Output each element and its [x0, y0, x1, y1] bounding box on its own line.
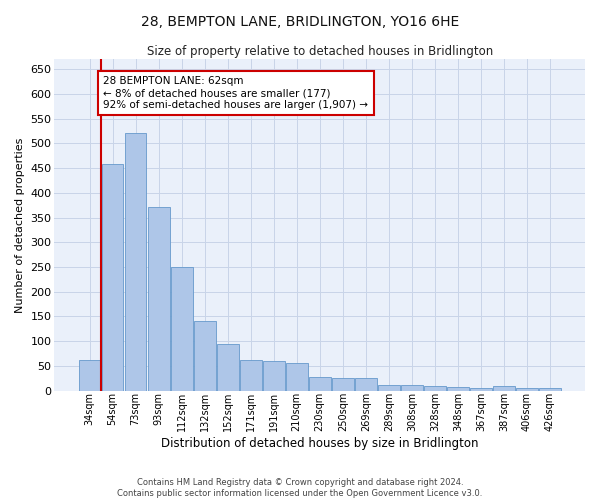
Bar: [101, 164, 124, 390]
Bar: [539, 388, 561, 390]
Bar: [217, 344, 239, 390]
Bar: [170, 268, 193, 390]
Bar: [470, 388, 492, 390]
Bar: [194, 321, 215, 390]
Bar: [378, 384, 400, 390]
Bar: [424, 386, 446, 390]
Bar: [240, 360, 262, 390]
Bar: [355, 378, 377, 390]
Title: Size of property relative to detached houses in Bridlington: Size of property relative to detached ho…: [146, 45, 493, 58]
Bar: [148, 206, 170, 390]
X-axis label: Distribution of detached houses by size in Bridlington: Distribution of detached houses by size …: [161, 437, 478, 450]
Y-axis label: Number of detached properties: Number of detached properties: [15, 137, 25, 312]
Bar: [332, 378, 353, 390]
Bar: [286, 363, 308, 390]
Bar: [125, 134, 146, 390]
Bar: [493, 386, 515, 390]
Bar: [447, 386, 469, 390]
Text: Contains HM Land Registry data © Crown copyright and database right 2024.
Contai: Contains HM Land Registry data © Crown c…: [118, 478, 482, 498]
Bar: [309, 378, 331, 390]
Bar: [263, 362, 284, 390]
Text: 28, BEMPTON LANE, BRIDLINGTON, YO16 6HE: 28, BEMPTON LANE, BRIDLINGTON, YO16 6HE: [141, 15, 459, 29]
Text: 28 BEMPTON LANE: 62sqm
← 8% of detached houses are smaller (177)
92% of semi-det: 28 BEMPTON LANE: 62sqm ← 8% of detached …: [103, 76, 368, 110]
Bar: [79, 360, 100, 390]
Bar: [516, 388, 538, 390]
Bar: [401, 384, 423, 390]
